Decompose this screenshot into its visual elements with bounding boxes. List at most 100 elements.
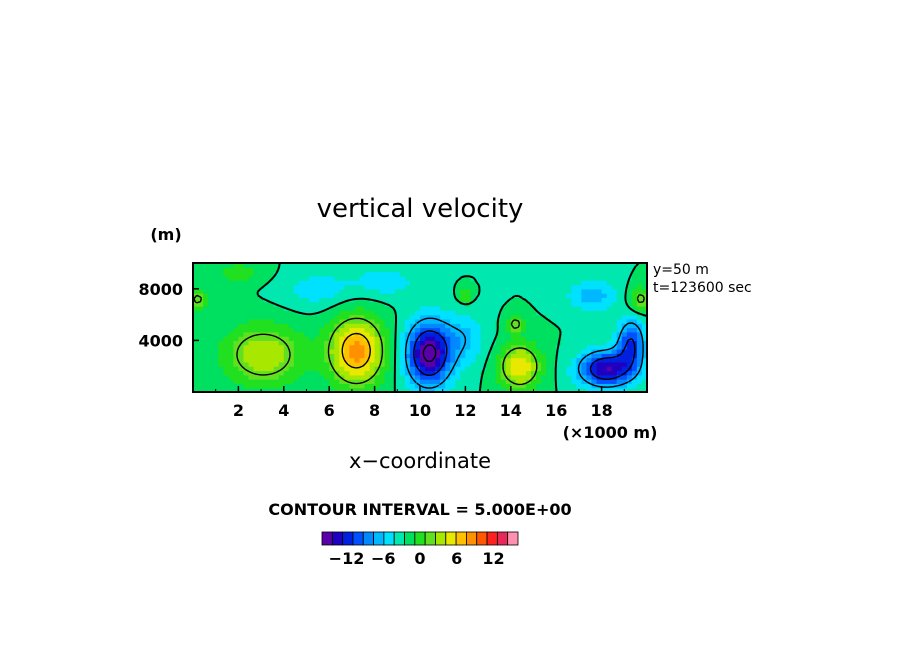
heatmap-cell (374, 361, 381, 367)
heatmap-cell (470, 323, 477, 329)
heatmap-cell (319, 370, 325, 376)
heatmap-cell (394, 344, 401, 350)
heatmap-cell (430, 267, 436, 273)
heatmap-cell (576, 306, 583, 311)
heatmap-cell (611, 318, 618, 324)
heatmap-cell (420, 310, 426, 316)
heatmap-cell (641, 336, 647, 341)
heatmap-cell (384, 349, 391, 354)
heatmap-cell (455, 344, 461, 350)
heatmap-cell (359, 331, 366, 337)
heatmap-cell (525, 357, 532, 363)
heatmap-cell (495, 275, 502, 281)
heatmap-cell (233, 344, 239, 350)
heatmap-cell (541, 310, 547, 316)
heatmap-cell (566, 323, 572, 329)
heatmap-cell (475, 353, 482, 359)
heatmap-cell (243, 275, 250, 281)
heatmap-cell (414, 293, 421, 298)
heatmap-cell (283, 275, 290, 281)
heatmap-cell (591, 336, 598, 341)
heatmap-cell (283, 344, 290, 350)
heatmap-cell (399, 340, 406, 346)
heatmap-cell (319, 349, 325, 354)
heatmap-cell (409, 331, 416, 337)
heatmap-cell (339, 271, 345, 277)
heatmap-cell (329, 318, 335, 324)
heatmap-cell (364, 263, 371, 268)
heatmap-cell (278, 293, 285, 298)
heatmap-cell (399, 288, 406, 294)
heatmap-cell (314, 323, 320, 329)
heatmap-cell (329, 301, 335, 307)
heatmap-cell (465, 370, 472, 376)
heatmap-cell (420, 374, 426, 380)
heatmap-cell (253, 275, 260, 281)
heatmap-cell (525, 340, 532, 346)
heatmap-cell (324, 263, 330, 268)
heatmap-cell (213, 353, 219, 359)
heatmap-cell (303, 383, 310, 389)
heatmap-cell (344, 284, 350, 290)
heatmap-cell (414, 379, 421, 384)
heatmap-cell (314, 383, 320, 389)
heatmap-cell (273, 349, 280, 354)
heatmap-cell (394, 331, 401, 337)
heatmap-cell (571, 310, 577, 316)
heatmap-cell (293, 374, 300, 380)
heatmap-cell (536, 370, 542, 376)
heatmap-cell (440, 331, 446, 337)
heatmap-cell (541, 271, 547, 277)
heatmap-cell (268, 318, 275, 324)
heatmap-cell (283, 357, 290, 363)
heatmap-cell (541, 361, 547, 367)
heatmap-cell (298, 374, 305, 380)
heatmap-cell (369, 301, 376, 307)
heatmap-cell (198, 293, 204, 298)
heatmap-cell (238, 327, 245, 333)
heatmap-cell (293, 336, 300, 341)
heatmap-cell (601, 361, 608, 367)
heatmap-cell (475, 306, 482, 311)
heatmap-cell (354, 383, 361, 389)
heatmap-cell (288, 336, 295, 341)
heatmap-cell (319, 340, 325, 346)
heatmap-cell (394, 275, 401, 281)
heatmap-cell (238, 284, 245, 290)
heatmap-cell (621, 366, 628, 372)
heatmap-cell (218, 361, 224, 367)
heatmap-cell (435, 275, 441, 281)
heatmap-cell (359, 383, 366, 389)
heatmap-cell (455, 267, 461, 273)
heatmap-cell (460, 263, 466, 268)
heatmap-cell (530, 331, 537, 337)
heatmap-cell (399, 344, 406, 350)
heatmap-cell (455, 340, 461, 346)
heatmap-cell (586, 387, 593, 392)
heatmap-cell (586, 306, 593, 311)
heatmap-cell (298, 370, 305, 376)
heatmap-cell (601, 340, 608, 346)
heatmap-cell (399, 361, 406, 367)
heatmap-cell (465, 331, 472, 337)
heatmap-cell (510, 353, 517, 359)
heatmap-cell (208, 344, 214, 350)
heatmap-cell (198, 361, 204, 367)
heatmap-cell (293, 318, 300, 324)
heatmap-cell (414, 318, 421, 324)
heatmap-cell (465, 374, 472, 380)
heatmap-cell (530, 318, 537, 324)
heatmap-cell (258, 263, 265, 268)
heatmap-cell (203, 323, 209, 329)
heatmap-cell (278, 297, 285, 303)
heatmap-cell (273, 383, 280, 389)
heatmap-cell (445, 344, 451, 350)
heatmap-cell (606, 387, 613, 392)
heatmap-cell (551, 297, 557, 303)
heatmap-cell (626, 327, 633, 333)
heatmap-cell (440, 310, 446, 316)
heatmap-cell (420, 284, 426, 290)
heatmap-cell (243, 379, 250, 384)
heatmap-cell (490, 353, 497, 359)
heatmap-cell (425, 353, 431, 359)
